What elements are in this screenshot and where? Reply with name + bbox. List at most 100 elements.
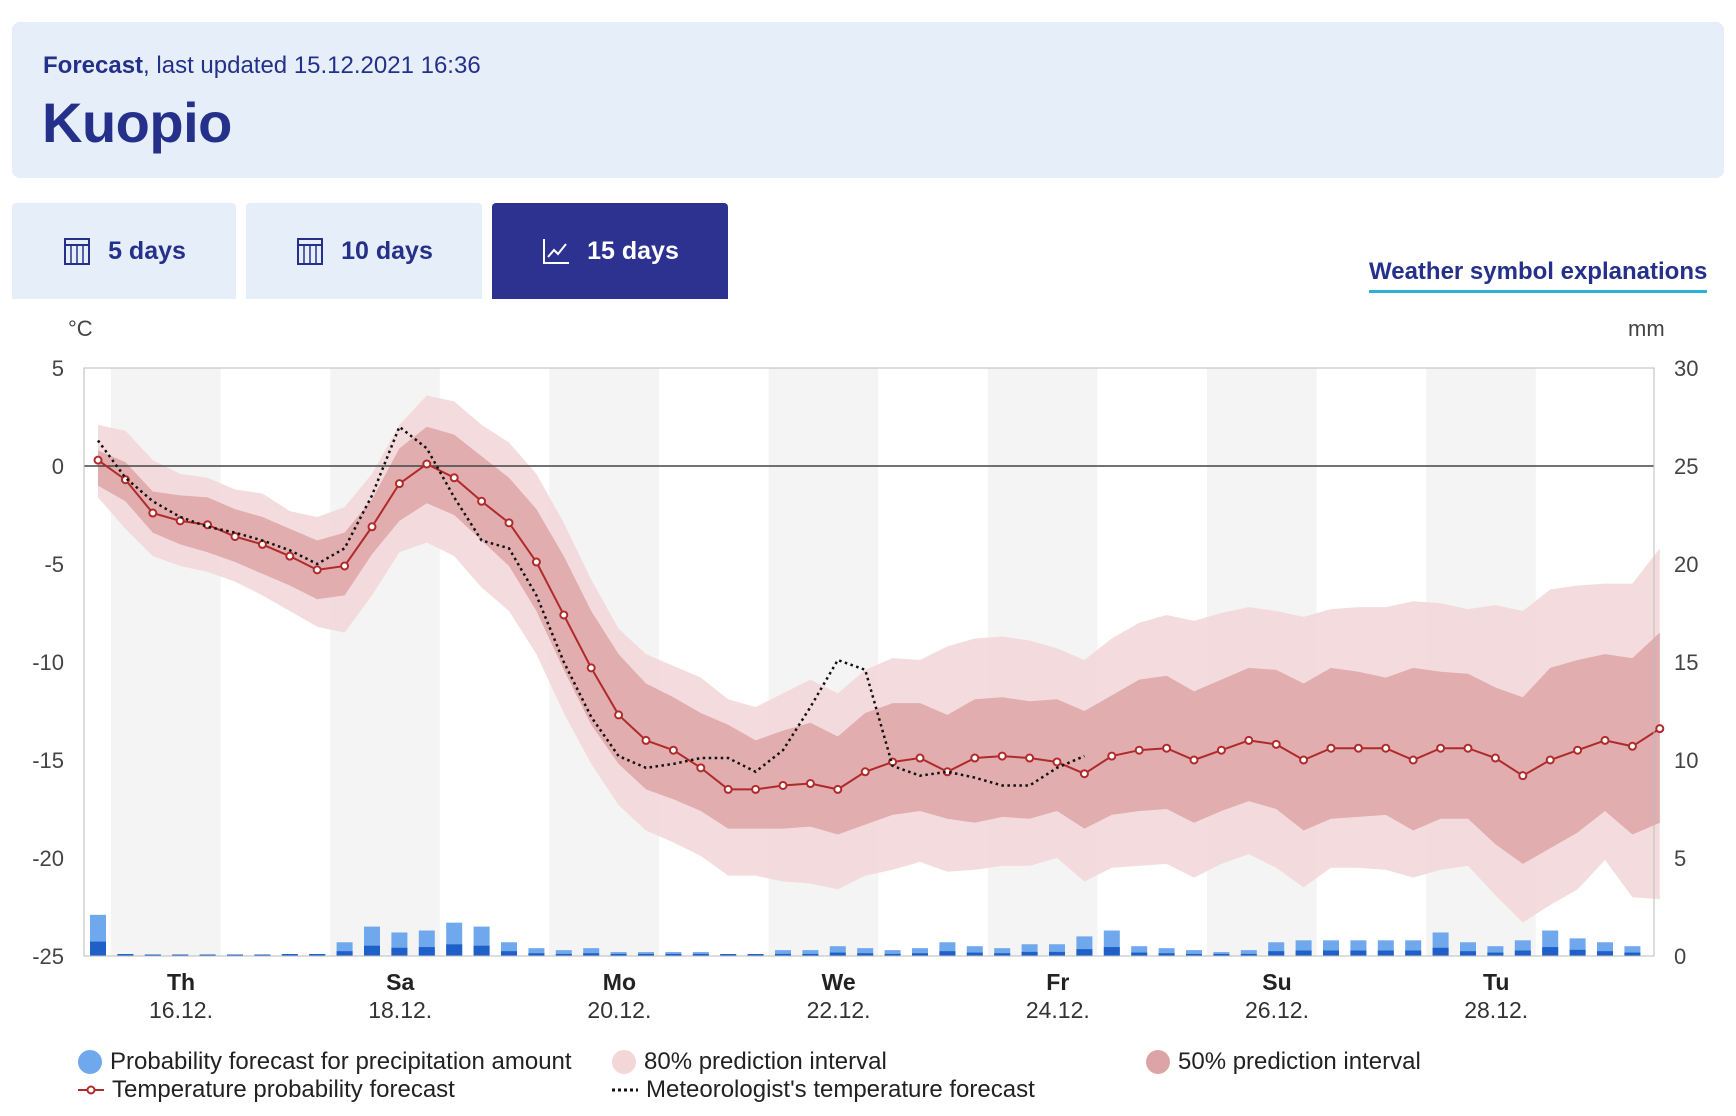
precip-bar [555, 950, 572, 956]
precip-bar-core [583, 953, 600, 956]
day-label: Mo [603, 969, 636, 995]
temp-point [805, 779, 815, 789]
temp-point [1490, 753, 1500, 763]
temp-point [1655, 724, 1665, 734]
temp-point [997, 751, 1007, 761]
right-tick-label: 30 [1674, 356, 1698, 381]
precip-bar-core [555, 953, 572, 956]
date-label: 20.12. [587, 997, 651, 1020]
date-label: 28.12. [1464, 997, 1528, 1020]
precip-bar-core [1213, 954, 1230, 956]
precip-bar-core [90, 941, 106, 956]
precip-bar-core [1021, 951, 1038, 956]
tab-label: 5 days [108, 236, 186, 265]
day-label: We [822, 969, 856, 995]
precip-bar [1186, 950, 1202, 956]
precip-bar-core [775, 953, 791, 956]
left-tick-label: -20 [32, 846, 64, 871]
right-tick-label: 20 [1674, 552, 1698, 577]
legend-band50: 50% prediction interval [1146, 1048, 1421, 1076]
precip-bar-core [1350, 950, 1367, 956]
precip-bar-core [610, 954, 627, 956]
left-tick-label: -15 [32, 748, 64, 773]
temp-point [93, 455, 103, 465]
temp-point [257, 539, 267, 549]
precip-bar [1158, 948, 1175, 956]
temp-line-swatch [78, 1085, 104, 1095]
temp-point [367, 522, 377, 532]
date-label: 16.12. [149, 997, 213, 1020]
temp-point [1216, 745, 1226, 755]
precip-bar-core [939, 951, 956, 956]
precip-bar-core [1158, 953, 1175, 956]
temp-point [1107, 751, 1117, 761]
right-axis-unit: mm [1628, 316, 1665, 341]
temp-point [915, 753, 925, 763]
temp-point [751, 784, 761, 794]
temp-point [1518, 771, 1528, 781]
precip-bar-core [446, 944, 463, 956]
date-label: 24.12. [1026, 997, 1090, 1020]
precip-bar-core [912, 953, 928, 956]
temp-point [1436, 743, 1446, 753]
day-label: Tu [1483, 969, 1509, 995]
temp-point [586, 663, 596, 673]
temp-point [860, 767, 870, 777]
precip-bar [994, 948, 1011, 956]
day-label: Th [167, 969, 195, 995]
tab-15-days[interactable]: 15 days [492, 203, 728, 299]
temp-point [970, 753, 980, 763]
temp-point [1162, 743, 1172, 753]
temp-point [477, 496, 487, 506]
precip-bar-core [829, 952, 846, 956]
precip-bar-core [1460, 951, 1476, 956]
precip-bar-core [144, 954, 161, 956]
right-tick-label: 25 [1674, 454, 1698, 479]
temp-point [1189, 755, 1199, 765]
temp-point [1271, 739, 1281, 749]
temp-point [1408, 755, 1418, 765]
precip-bar-core [473, 945, 490, 956]
date-label: 18.12. [368, 997, 432, 1020]
right-tick-label: 10 [1674, 748, 1698, 773]
tab-5-days[interactable]: 5 days [12, 203, 236, 299]
precip-bar-core [1624, 952, 1641, 956]
precip-bar-core [665, 954, 682, 956]
precip-bar-core [1514, 950, 1531, 956]
precip-bar-core [1076, 949, 1093, 956]
precip-bar-core [1240, 953, 1257, 956]
tab-10-days[interactable]: 10 days [246, 203, 482, 299]
precip-bar-core [254, 954, 271, 956]
tab-label: 10 days [341, 236, 433, 265]
temp-point [1244, 735, 1254, 745]
temp-point [641, 735, 651, 745]
precip-bar-core [884, 953, 901, 956]
temp-point [394, 479, 404, 489]
precip-bar-core [1542, 947, 1559, 956]
date-label: 26.12. [1245, 997, 1309, 1020]
precip-bar-core [1569, 949, 1586, 956]
band-50-percent [98, 426, 1660, 864]
precip-bar-core [199, 954, 216, 956]
legend-meteo-label: Meteorologist's temperature forecast [646, 1076, 1035, 1103]
precip-bar-core [966, 952, 983, 956]
right-tick-label: 0 [1674, 944, 1686, 969]
precip-bar-core [994, 953, 1011, 956]
precip-bar-core [501, 951, 517, 956]
forecast-subtitle: Forecast, last updated 15.12.2021 16:36 [43, 52, 481, 80]
precip-bar-core [227, 954, 243, 956]
temp-point [1134, 745, 1144, 755]
precip-bar-core [172, 954, 189, 956]
precip-bar-core [1268, 951, 1285, 956]
weather-symbol-explanations-link[interactable]: Weather symbol explanations [1369, 258, 1708, 293]
forecast-label: Forecast [43, 52, 144, 79]
precip-bar-core [391, 947, 408, 956]
legend-band50-label: 50% prediction interval [1178, 1048, 1421, 1075]
temp-point [422, 459, 432, 469]
precip-bar-core [1186, 953, 1202, 956]
temp-point [1299, 755, 1309, 765]
precip-bar-core [692, 954, 709, 956]
precip-bar-core [364, 945, 380, 956]
line-chart-icon [543, 239, 570, 264]
temp-point [531, 557, 541, 567]
